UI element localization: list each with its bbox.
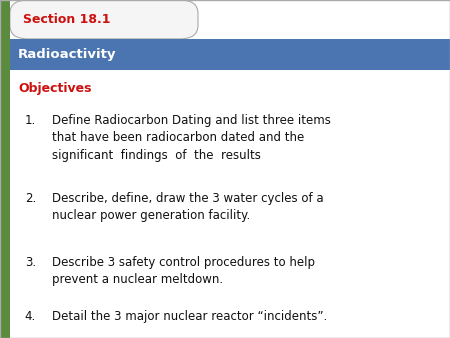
Bar bbox=[0, 39, 450, 70]
Text: Section 18.1: Section 18.1 bbox=[23, 13, 111, 26]
Text: Describe, define, draw the 3 water cycles of a
nuclear power generation facility: Describe, define, draw the 3 water cycle… bbox=[52, 192, 324, 222]
Text: Detail the 3 major nuclear reactor “incidents”.: Detail the 3 major nuclear reactor “inci… bbox=[52, 310, 327, 323]
Text: Define Radiocarbon Dating and list three items
that have been radiocarbon dated : Define Radiocarbon Dating and list three… bbox=[52, 114, 331, 162]
Text: Describe 3 safety control procedures to help
prevent a nuclear meltdown.: Describe 3 safety control procedures to … bbox=[52, 256, 315, 286]
Text: 4.: 4. bbox=[25, 310, 36, 323]
Text: 3.: 3. bbox=[25, 256, 36, 269]
Text: 2.: 2. bbox=[25, 192, 36, 204]
Text: Radioactivity: Radioactivity bbox=[18, 48, 117, 61]
FancyBboxPatch shape bbox=[10, 0, 198, 39]
Bar bbox=[0, 0, 10, 338]
Text: 1.: 1. bbox=[25, 114, 36, 127]
Text: Objectives: Objectives bbox=[18, 82, 91, 95]
